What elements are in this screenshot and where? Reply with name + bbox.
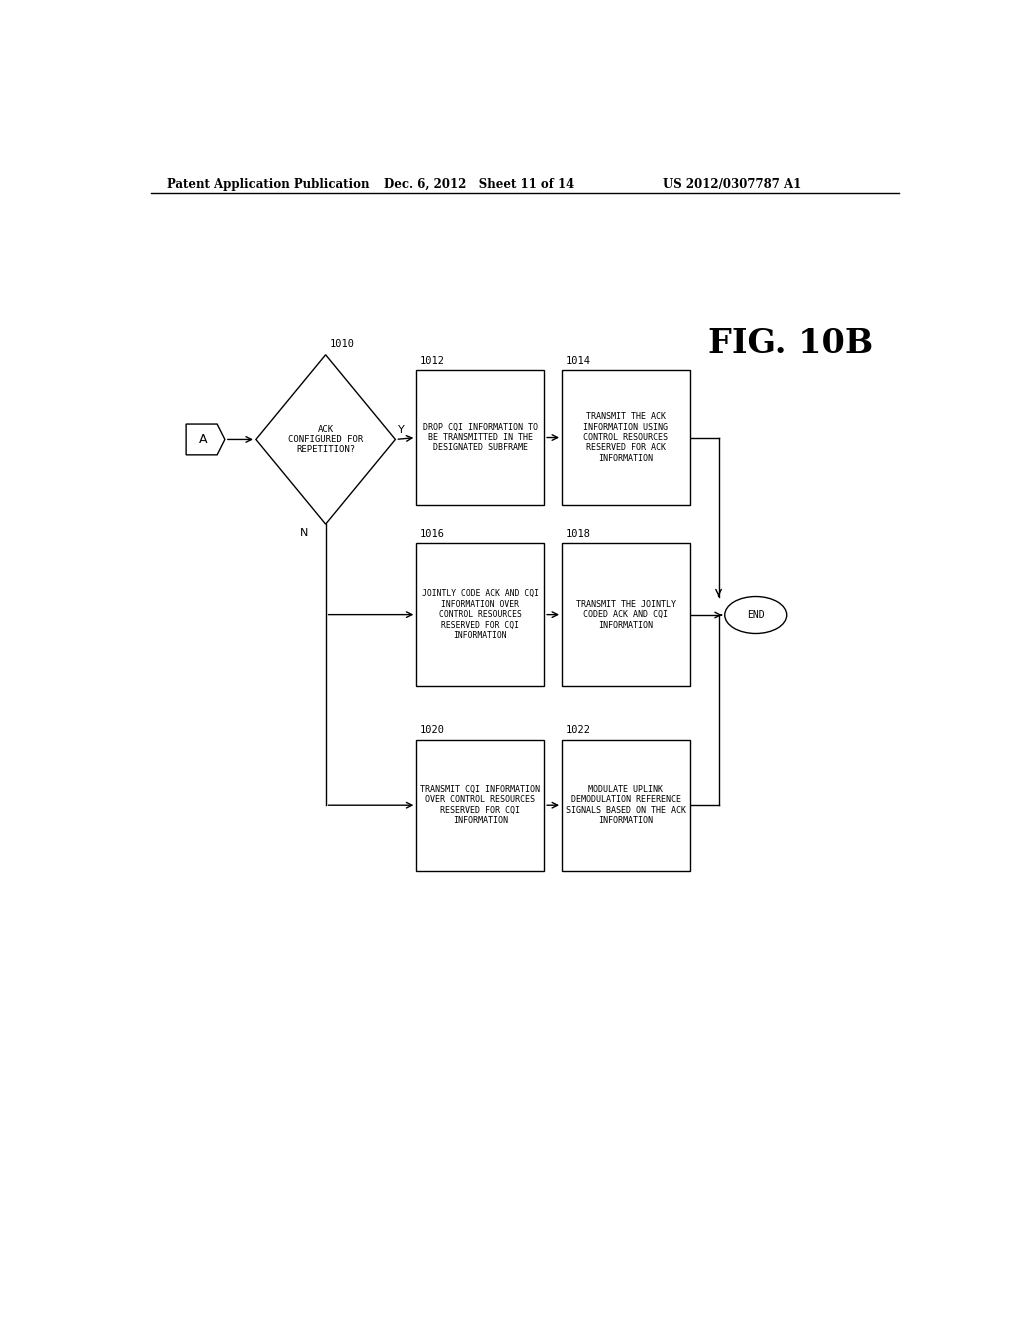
Text: Y: Y <box>398 425 406 434</box>
Text: ACK
CONFIGURED FOR
REPETITION?: ACK CONFIGURED FOR REPETITION? <box>288 425 364 454</box>
FancyBboxPatch shape <box>562 739 690 871</box>
Text: 1020: 1020 <box>420 725 445 735</box>
FancyBboxPatch shape <box>562 544 690 686</box>
Text: Patent Application Publication: Patent Application Publication <box>167 178 370 190</box>
Ellipse shape <box>725 597 786 634</box>
Polygon shape <box>256 355 395 524</box>
Text: TRANSMIT THE ACK
INFORMATION USING
CONTROL RESOURCES
RESERVED FOR ACK
INFORMATIO: TRANSMIT THE ACK INFORMATION USING CONTR… <box>584 412 669 463</box>
Text: 1018: 1018 <box>566 529 591 539</box>
Text: TRANSMIT THE JOINTLY
CODED ACK AND CQI
INFORMATION: TRANSMIT THE JOINTLY CODED ACK AND CQI I… <box>575 599 676 630</box>
Text: 1012: 1012 <box>420 355 445 366</box>
Text: 1022: 1022 <box>566 725 591 735</box>
FancyBboxPatch shape <box>562 370 690 506</box>
Text: END: END <box>746 610 765 620</box>
Polygon shape <box>186 424 225 455</box>
Text: A: A <box>200 433 208 446</box>
Text: Dec. 6, 2012   Sheet 11 of 14: Dec. 6, 2012 Sheet 11 of 14 <box>384 178 574 190</box>
FancyBboxPatch shape <box>417 544 544 686</box>
FancyBboxPatch shape <box>417 739 544 871</box>
Text: N: N <box>300 528 308 539</box>
Text: FIG. 10B: FIG. 10B <box>708 327 873 360</box>
Text: US 2012/0307787 A1: US 2012/0307787 A1 <box>663 178 801 190</box>
Text: 1014: 1014 <box>566 355 591 366</box>
Text: DROP CQI INFORMATION TO
BE TRANSMITTED IN THE
DESIGNATED SUBFRAME: DROP CQI INFORMATION TO BE TRANSMITTED I… <box>423 422 538 453</box>
Text: MODULATE UPLINK
DEMODULATION REFERENCE
SIGNALS BASED ON THE ACK
INFORMATION: MODULATE UPLINK DEMODULATION REFERENCE S… <box>566 785 686 825</box>
Text: TRANSMIT CQI INFORMATION
OVER CONTROL RESOURCES
RESERVED FOR CQI
INFORMATION: TRANSMIT CQI INFORMATION OVER CONTROL RE… <box>420 785 541 825</box>
Text: JOINTLY CODE ACK AND CQI
INFORMATION OVER
CONTROL RESOURCES
RESERVED FOR CQI
INF: JOINTLY CODE ACK AND CQI INFORMATION OVE… <box>422 589 539 640</box>
Text: 1016: 1016 <box>420 529 445 539</box>
Text: 1010: 1010 <box>330 339 354 348</box>
FancyBboxPatch shape <box>417 370 544 506</box>
